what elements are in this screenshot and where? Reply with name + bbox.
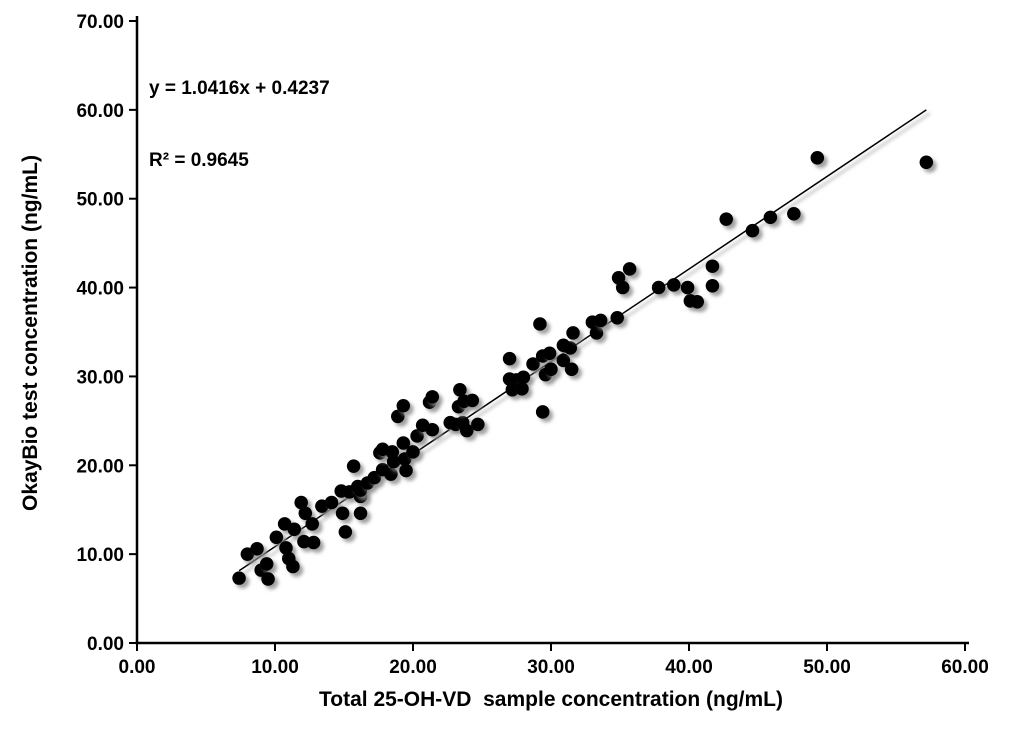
y-tick-label: 10.00 bbox=[76, 545, 124, 566]
data-point bbox=[515, 382, 529, 396]
x-tick-label: 10.00 bbox=[251, 657, 299, 678]
equation-line: y = 1.0416x + 0.4237 bbox=[149, 78, 330, 99]
y-tick-label: 40.00 bbox=[76, 279, 124, 300]
data-point bbox=[680, 280, 695, 295]
y-tick-label: 20.00 bbox=[76, 456, 124, 477]
data-point bbox=[261, 572, 275, 586]
data-point bbox=[705, 259, 720, 274]
data-point bbox=[526, 357, 540, 371]
data-point bbox=[335, 506, 350, 521]
data-point bbox=[719, 212, 734, 226]
data-point bbox=[690, 294, 705, 309]
x-tick-label: 40.00 bbox=[665, 657, 713, 678]
data-point bbox=[919, 155, 934, 170]
data-point bbox=[622, 262, 637, 276]
data-point bbox=[533, 317, 547, 331]
data-point bbox=[544, 362, 558, 377]
y-tick-label: 60.00 bbox=[76, 101, 124, 122]
data-point bbox=[384, 467, 398, 481]
data-point bbox=[286, 559, 300, 574]
data-point bbox=[787, 207, 801, 221]
data-point bbox=[502, 351, 517, 366]
data-point bbox=[391, 409, 405, 424]
data-point bbox=[465, 393, 480, 408]
data-point bbox=[386, 454, 401, 469]
data-point bbox=[453, 382, 467, 397]
data-point bbox=[294, 495, 309, 510]
data-point bbox=[346, 459, 361, 473]
data-point bbox=[410, 429, 424, 443]
data-point bbox=[353, 506, 368, 521]
data-point bbox=[566, 326, 580, 340]
data-point bbox=[564, 362, 579, 377]
data-point bbox=[279, 541, 293, 555]
data-point bbox=[250, 542, 264, 556]
data-point bbox=[745, 223, 760, 238]
data-point bbox=[406, 445, 420, 459]
x-tick-label: 0.00 bbox=[119, 657, 156, 678]
data-point bbox=[399, 463, 413, 478]
x-tick-label: 50.00 bbox=[803, 657, 851, 678]
x-axis-title: Total 25-OH-VD sample concentration (ng/… bbox=[319, 688, 783, 711]
data-point bbox=[542, 346, 557, 361]
data-point bbox=[306, 535, 321, 550]
data-point bbox=[615, 280, 630, 295]
data-point bbox=[396, 398, 411, 413]
trendline-equation: y = 1.0416x + 0.4237 R² = 0.9645 bbox=[149, 29, 330, 221]
x-tick-label: 60.00 bbox=[941, 657, 989, 678]
y-tick-label: 30.00 bbox=[76, 367, 124, 388]
y-tick-label: 50.00 bbox=[76, 190, 124, 211]
data-point bbox=[460, 423, 474, 438]
data-point bbox=[425, 422, 440, 437]
trendline bbox=[238, 109, 927, 572]
data-point bbox=[232, 571, 246, 585]
data-point bbox=[324, 495, 339, 510]
data-point bbox=[305, 517, 320, 531]
data-point bbox=[589, 326, 604, 340]
data-point bbox=[810, 151, 825, 165]
y-tick-label: 70.00 bbox=[76, 12, 124, 33]
data-point bbox=[298, 506, 313, 521]
data-point bbox=[705, 278, 720, 293]
data-point bbox=[287, 522, 302, 537]
data-point bbox=[516, 370, 531, 385]
x-tick-label: 20.00 bbox=[389, 657, 437, 678]
data-point bbox=[471, 417, 485, 432]
data-point bbox=[563, 341, 578, 355]
data-point bbox=[593, 313, 608, 328]
data-point bbox=[610, 310, 625, 325]
data-point bbox=[763, 210, 778, 225]
y-tick-label: 0.00 bbox=[87, 634, 124, 655]
data-point bbox=[269, 530, 284, 545]
data-point bbox=[556, 353, 571, 368]
data-point bbox=[651, 280, 666, 295]
data-point bbox=[396, 436, 411, 450]
y-axis-title: OkayBio test concentration (ng/mL) bbox=[19, 155, 42, 511]
data-point bbox=[667, 278, 681, 292]
data-point bbox=[535, 405, 550, 419]
data-point bbox=[425, 390, 440, 404]
data-point bbox=[338, 525, 353, 539]
x-tick-label: 30.00 bbox=[527, 657, 575, 678]
r-squared-line: R² = 0.9645 bbox=[149, 150, 249, 171]
data-point bbox=[259, 557, 274, 571]
